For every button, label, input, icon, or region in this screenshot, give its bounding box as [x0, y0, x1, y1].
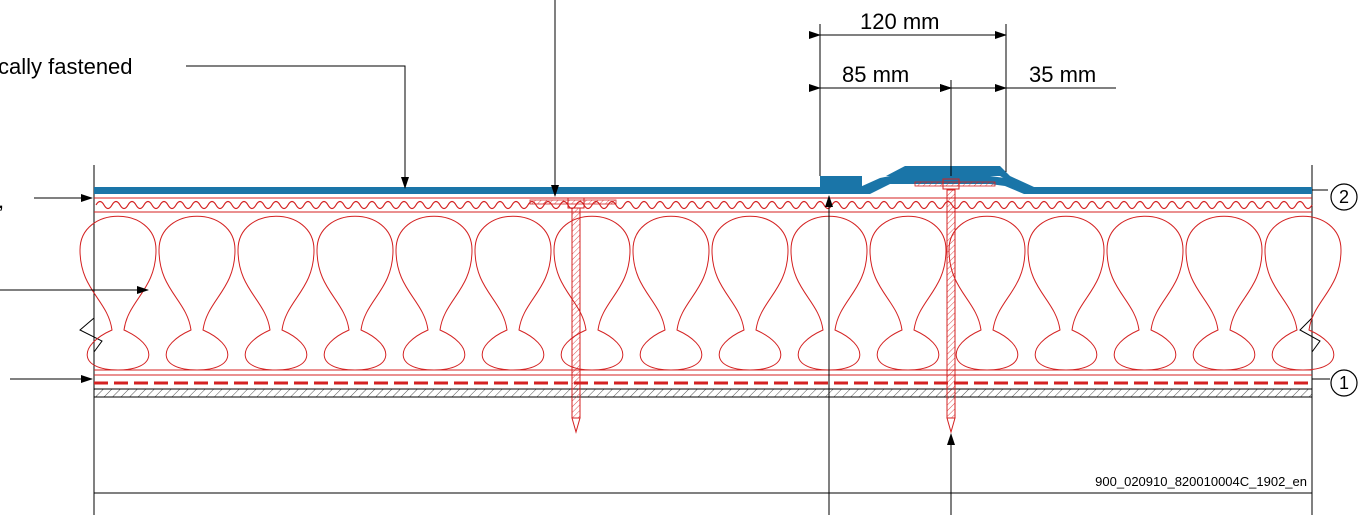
insulation-loop [316, 215, 394, 371]
marker-1: 1 [1312, 369, 1358, 397]
dim-35mm: 35 mm [1029, 62, 1096, 87]
leader-lines [0, 0, 955, 515]
insulation-loop [632, 215, 710, 371]
insulation-loop [79, 215, 157, 371]
dimension-lines [809, 24, 1116, 176]
insulation-loop [474, 215, 552, 371]
drawing-reference: 900_020910_820010004C_1902_en [1095, 474, 1307, 489]
membrane [94, 166, 1312, 194]
insulation-loop [237, 215, 315, 371]
insulation-loop [790, 215, 868, 371]
fastener-right [914, 178, 996, 434]
frame [93, 165, 1313, 515]
insulation-loop [1264, 215, 1342, 371]
insulation-loop [1027, 215, 1105, 371]
insulation-board [79, 211, 1342, 371]
callout-comma: , [0, 188, 4, 213]
fastener-left [529, 197, 617, 434]
insulation-loop [553, 215, 631, 371]
callout-mechanically-fastened: cally fastened [0, 54, 133, 79]
marker-2: 2 [1312, 183, 1358, 211]
insulation-loop [1106, 215, 1184, 371]
break-marks [79, 317, 1321, 353]
dim-120mm: 120 mm [860, 9, 939, 34]
deck-layer [93, 388, 1313, 398]
svg-text:2: 2 [1339, 187, 1349, 207]
insulation-loop [948, 215, 1026, 371]
insulation-loop [395, 215, 473, 371]
dim-85mm: 85 mm [842, 62, 909, 87]
svg-text:1: 1 [1339, 373, 1349, 393]
insulation-loop [1185, 215, 1263, 371]
insulation-loop [158, 215, 236, 371]
vapour-control-layer [94, 374, 1312, 385]
insulation-loop [869, 215, 947, 371]
insulation-loop [711, 215, 789, 371]
fleece-layer [94, 197, 1313, 210]
